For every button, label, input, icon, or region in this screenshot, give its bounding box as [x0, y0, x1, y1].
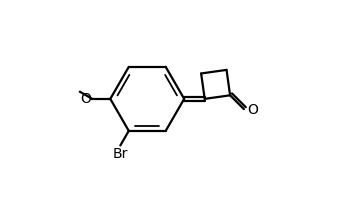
Text: O: O	[247, 103, 258, 117]
Text: O: O	[81, 92, 91, 106]
Text: Br: Br	[113, 147, 128, 161]
